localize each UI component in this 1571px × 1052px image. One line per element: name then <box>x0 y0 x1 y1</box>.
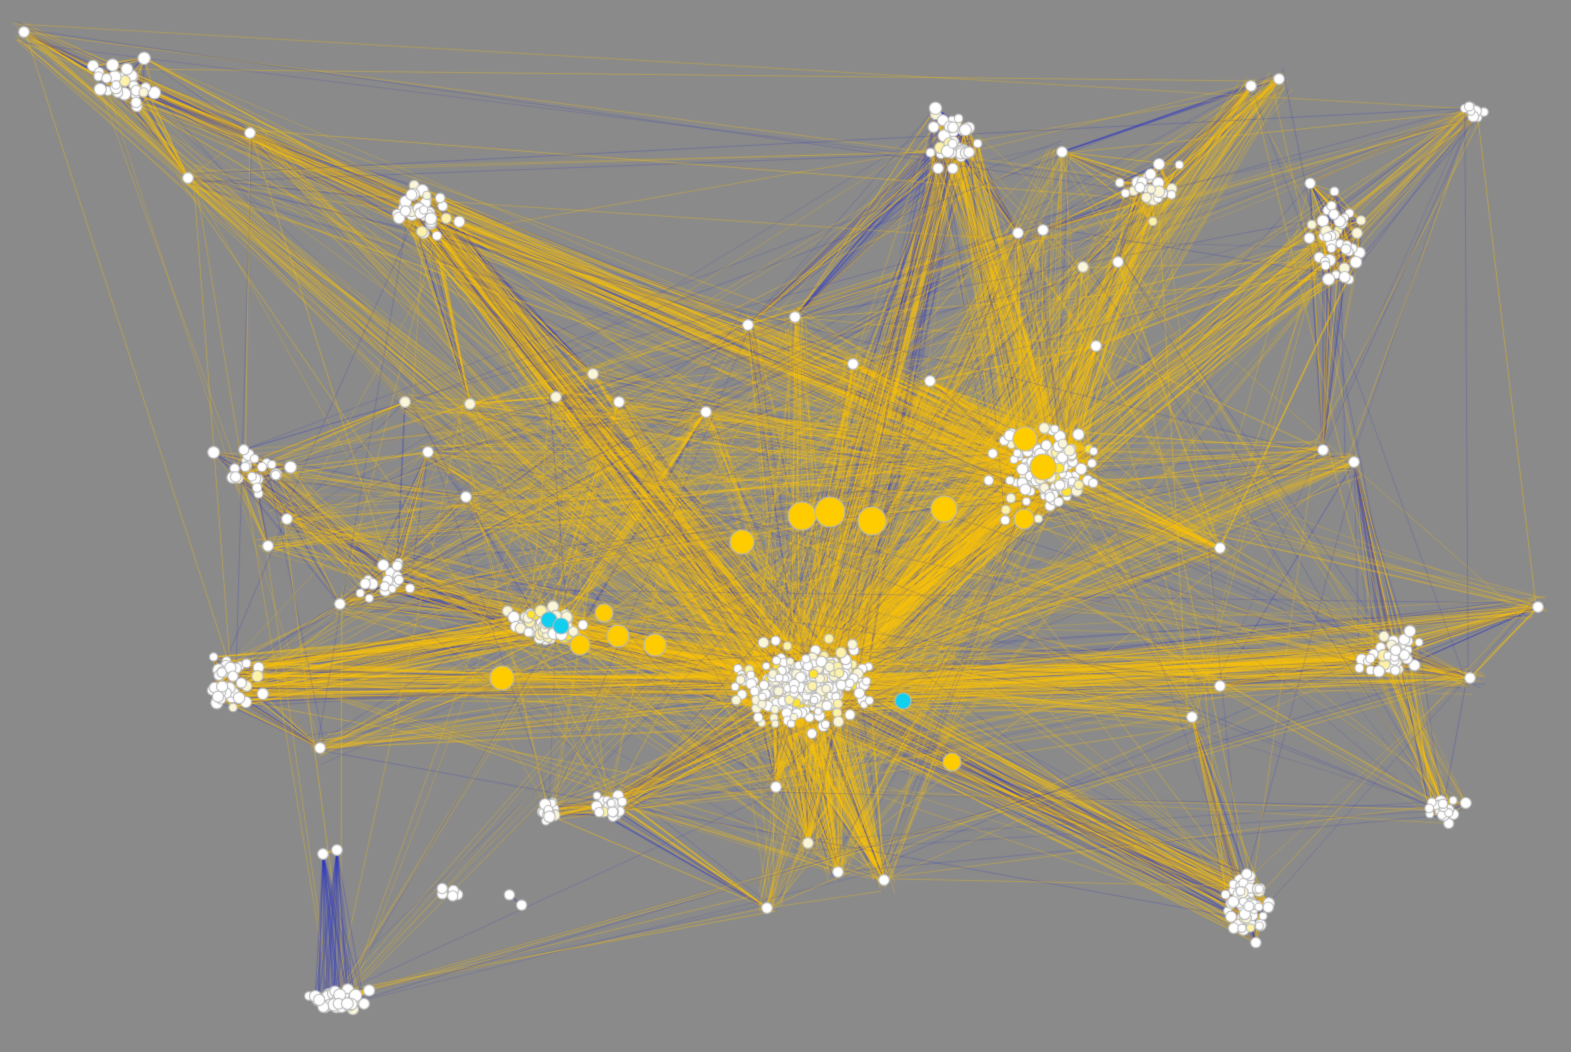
network-graph-visualization[interactable] <box>0 0 1571 1052</box>
network-graph-canvas[interactable] <box>0 0 1571 1052</box>
